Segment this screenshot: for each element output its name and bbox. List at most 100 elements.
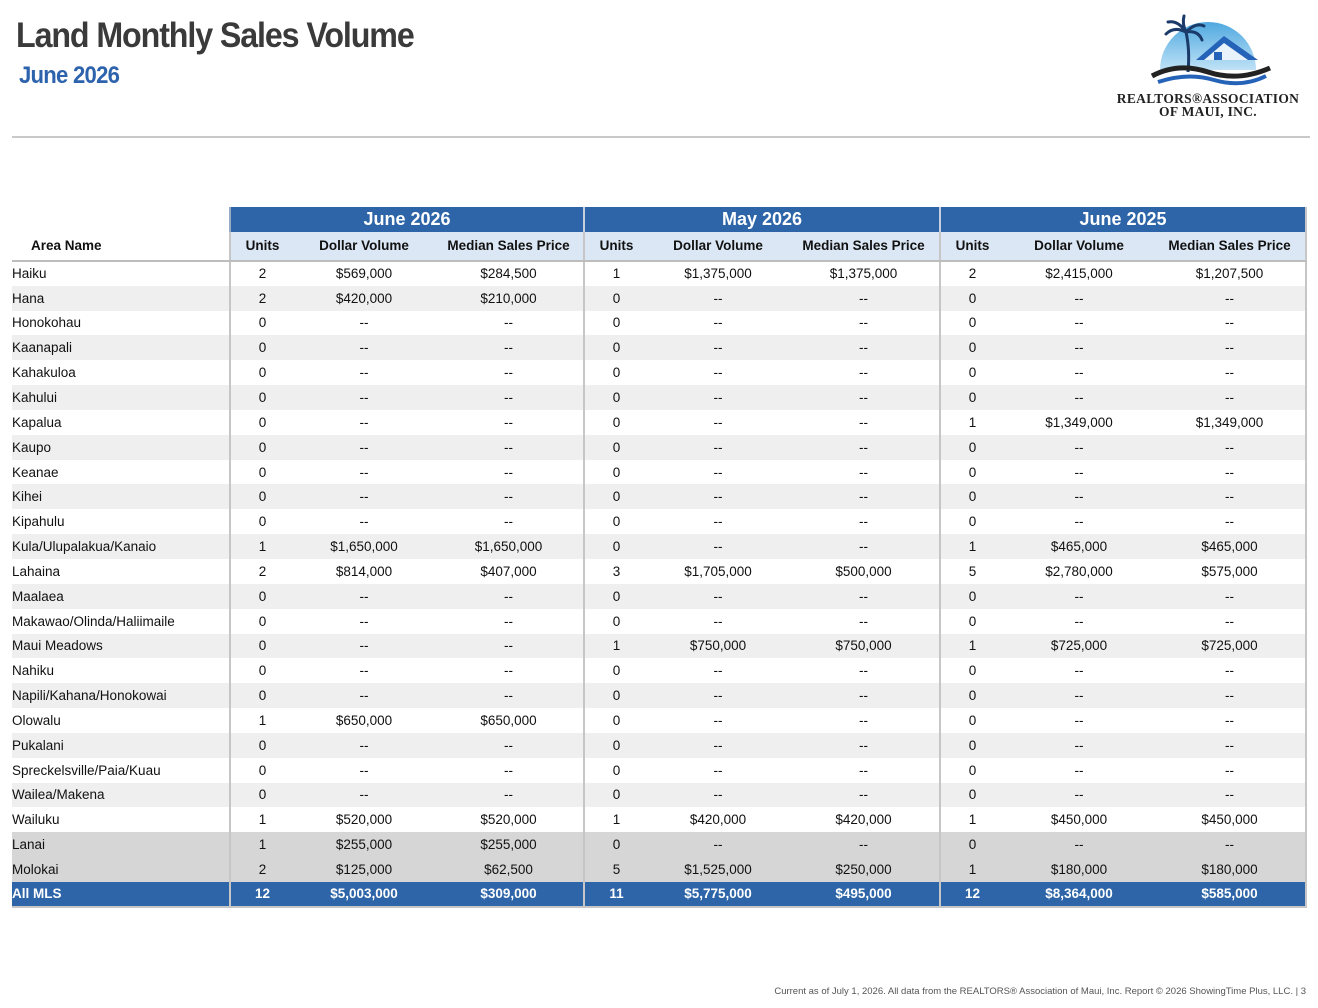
- dollar-volume-cell: $1,375,000: [648, 260, 788, 286]
- dollar-volume-cell: --: [648, 608, 788, 634]
- units-cell: 0: [583, 708, 648, 733]
- units-cell: 5: [939, 558, 1005, 584]
- median-price-cell: --: [788, 782, 941, 808]
- area-name-cell: Nahiku: [12, 658, 230, 684]
- median-price-cell: $62,500: [434, 857, 584, 882]
- units-cell: 0: [583, 832, 648, 858]
- column-header: Dollar Volume: [1004, 231, 1155, 262]
- median-price-cell: $450,000: [1154, 807, 1308, 833]
- median-price-cell: $255,000: [434, 832, 584, 858]
- units-cell: 3: [583, 558, 648, 584]
- table-row: Kahakuloa 0 -- -- 0 -- -- 0 -- --: [12, 360, 1308, 386]
- units-cell: 2: [229, 285, 294, 311]
- area-name-cell: Pukalani: [12, 732, 230, 758]
- median-price-cell: --: [1154, 658, 1308, 684]
- island-row: Molokai 2 $125,000 $62,500 5 $1,525,000 $250,0…: [12, 857, 1308, 882]
- units-cell: 1: [583, 633, 648, 659]
- area-name-cell: Haiku: [12, 260, 230, 286]
- units-cell: 0: [939, 285, 1005, 311]
- median-price-cell: --: [1154, 832, 1308, 858]
- dollar-volume-cell: $1,525,000: [648, 857, 788, 882]
- table-row: Lahaina 2 $814,000 $407,000 3 $1,705,000 $500,…: [12, 558, 1308, 584]
- units-cell: 5: [583, 857, 648, 882]
- dollar-volume-cell: --: [1004, 285, 1155, 311]
- area-name-cell: Kaupo: [12, 434, 230, 460]
- table-row: Honokohau 0 -- -- 0 -- -- 0 -- --: [12, 310, 1308, 336]
- dollar-volume-cell: --: [1004, 360, 1155, 386]
- median-price-cell: --: [434, 509, 584, 535]
- page-subtitle: June 2026: [19, 62, 120, 89]
- dollar-volume-cell: --: [294, 310, 434, 336]
- dollar-volume-cell: --: [294, 583, 434, 609]
- median-price-cell: --: [1154, 608, 1308, 634]
- median-price-cell: --: [1154, 757, 1308, 783]
- dollar-volume-cell: --: [294, 459, 434, 485]
- units-cell: 1: [583, 807, 648, 833]
- table-row: Pukalani 0 -- -- 0 -- -- 0 -- --: [12, 732, 1308, 758]
- dollar-volume-cell: --: [1004, 658, 1155, 684]
- median-price-cell: --: [1154, 285, 1308, 311]
- table-row: Nahiku 0 -- -- 0 -- -- 0 -- --: [12, 658, 1308, 684]
- dollar-volume-cell: --: [294, 335, 434, 361]
- median-price-cell: --: [1154, 732, 1308, 758]
- median-price-cell: --: [788, 285, 941, 311]
- table-row: Kaanapali 0 -- -- 0 -- -- 0 -- --: [12, 335, 1308, 361]
- table-row: Kula/Ulupalakua/Kanaio 1 $1,650,000 $1,650,…: [12, 534, 1308, 559]
- dollar-volume-cell: --: [648, 583, 788, 609]
- footer-note: Current as of July 1, 2026. All data fro…: [774, 986, 1306, 997]
- dollar-volume-cell: --: [648, 310, 788, 336]
- dollar-volume-cell: --: [1004, 757, 1155, 783]
- dollar-volume-cell: --: [648, 757, 788, 783]
- median-price-cell: $1,650,000: [434, 534, 584, 559]
- units-cell: 0: [583, 509, 648, 535]
- dollar-volume-cell: --: [1004, 509, 1155, 535]
- dollar-volume-cell: $650,000: [294, 708, 434, 733]
- median-price-cell: --: [1154, 335, 1308, 361]
- units-cell: 0: [939, 832, 1005, 858]
- dollar-volume-cell: --: [294, 484, 434, 510]
- median-price-cell: --: [434, 658, 584, 684]
- dollar-volume-cell: --: [648, 484, 788, 510]
- dollar-volume-cell: --: [648, 683, 788, 709]
- median-price-cell: $495,000: [788, 881, 941, 908]
- units-cell: 0: [229, 732, 294, 758]
- dollar-volume-cell: --: [1004, 832, 1155, 858]
- dollar-volume-cell: --: [294, 732, 434, 758]
- units-cell: 0: [229, 633, 294, 659]
- units-cell: 0: [939, 360, 1005, 386]
- logo-text-line1: REALTORS®ASSOCIATION: [1116, 91, 1300, 106]
- area-name-cell: Makawao/Olinda/Haliimaile: [12, 608, 230, 634]
- dollar-volume-cell: $814,000: [294, 558, 434, 584]
- dollar-volume-cell: --: [294, 782, 434, 808]
- dollar-volume-cell: $125,000: [294, 857, 434, 882]
- dollar-volume-cell: --: [294, 434, 434, 460]
- median-price-cell: $575,000: [1154, 558, 1308, 584]
- units-cell: 2: [229, 857, 294, 882]
- logo-text-line2: OF MAUI, INC.: [1159, 104, 1257, 119]
- area-name-cell: Wailea/Makena: [12, 782, 230, 808]
- dollar-volume-cell: --: [294, 409, 434, 435]
- median-price-cell: --: [788, 509, 941, 535]
- units-cell: 0: [229, 335, 294, 361]
- total-row: All MLS 12 $5,003,000 $309,000 11 $5,775,000 $…: [12, 881, 1308, 908]
- area-name-cell: Kula/Ulupalakua/Kanaio: [12, 534, 230, 559]
- median-price-cell: --: [788, 583, 941, 609]
- units-cell: 0: [583, 732, 648, 758]
- area-name-cell: Lanai: [12, 832, 230, 858]
- units-cell: 0: [229, 484, 294, 510]
- group-header-prior-year: June 2025: [939, 207, 1308, 232]
- median-price-cell: $500,000: [788, 558, 941, 584]
- dollar-volume-cell: $520,000: [294, 807, 434, 833]
- median-price-cell: $284,500: [434, 260, 584, 286]
- median-price-cell: --: [1154, 484, 1308, 510]
- dollar-volume-cell: $1,650,000: [294, 534, 434, 559]
- median-price-cell: --: [1154, 459, 1308, 485]
- median-price-cell: $650,000: [434, 708, 584, 733]
- dollar-volume-cell: $420,000: [294, 285, 434, 311]
- group-header-current: June 2026: [229, 207, 584, 232]
- area-name-cell: Wailuku: [12, 807, 230, 833]
- dollar-volume-cell: $420,000: [648, 807, 788, 833]
- dollar-volume-cell: --: [1004, 583, 1155, 609]
- units-cell: 0: [583, 360, 648, 386]
- median-price-cell: --: [788, 310, 941, 336]
